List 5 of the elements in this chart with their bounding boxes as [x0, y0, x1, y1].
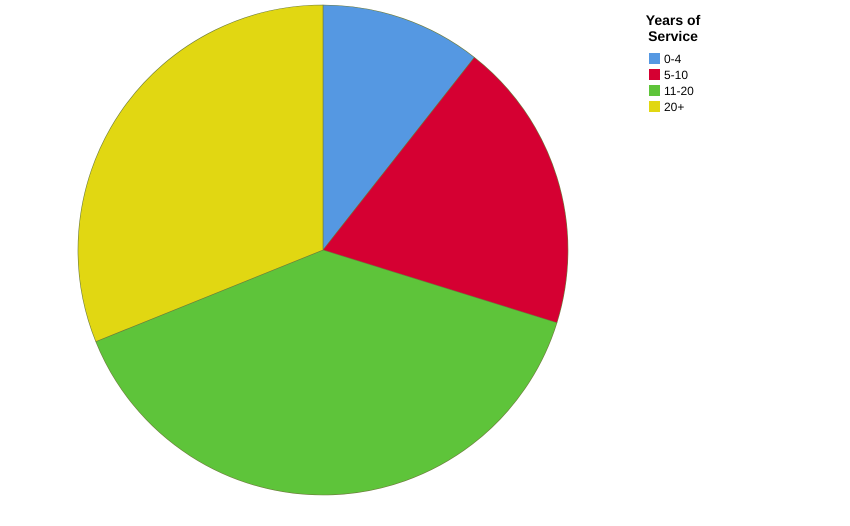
legend-title: Years of Service [646, 12, 701, 44]
legend-label: 20+ [664, 100, 684, 114]
legend-label: 5-10 [664, 68, 688, 82]
legend-label: 11-20 [664, 84, 694, 98]
legend-label: 0-4 [664, 52, 682, 66]
